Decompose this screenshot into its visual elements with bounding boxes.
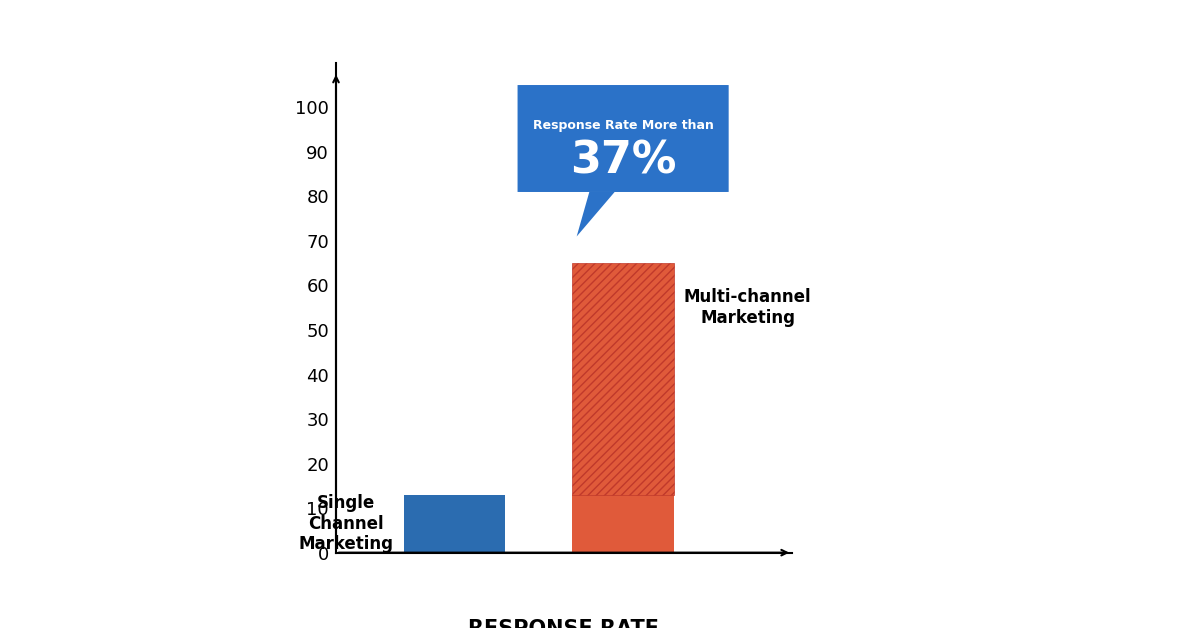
Text: Response Rate More than: Response Rate More than (533, 119, 714, 132)
FancyBboxPatch shape (517, 85, 728, 192)
Text: Multi-channel
Marketing: Multi-channel Marketing (684, 288, 811, 327)
Bar (572, 495, 673, 553)
Bar (572, 263, 673, 495)
Bar (403, 495, 505, 553)
Text: 37%: 37% (570, 139, 677, 182)
Text: Single
Channel
Marketing: Single Channel Marketing (299, 494, 394, 553)
Text: RESPONSE RATE: RESPONSE RATE (468, 619, 660, 628)
Polygon shape (577, 192, 614, 237)
